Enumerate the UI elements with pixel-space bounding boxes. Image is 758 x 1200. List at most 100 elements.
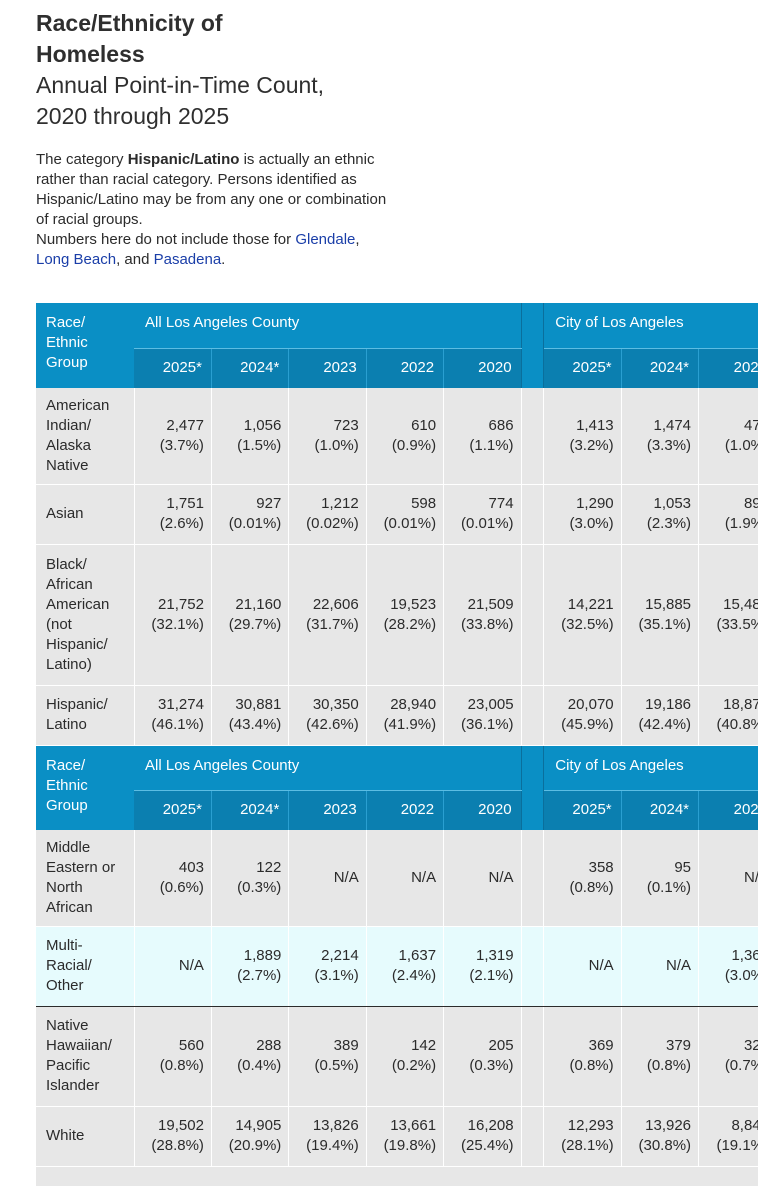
year-header-county: 2025*: [134, 348, 212, 388]
cell-percent: (28.1%): [561, 1137, 614, 1154]
table-cell: 323 (0.7%): [698, 1006, 758, 1107]
cell-value: 23,005: [467, 696, 514, 713]
data-table-scroll[interactable]: Race/ Ethnic Group All Los Angeles County…: [36, 303, 758, 1192]
cell-percent: (0.8%): [569, 1057, 614, 1074]
cell-value: 19,186: [645, 696, 692, 713]
cell-value: 369: [588, 1037, 614, 1054]
cell-value: 1,413: [576, 416, 614, 434]
row-group-label: White: [36, 1106, 135, 1167]
table-cell: 475 (1.0%): [698, 388, 758, 485]
cell-percent: (0.9%): [391, 436, 437, 454]
table-row: White 19,502 (28.8%) 14,905 (20.9%) 13,826 (19…: [36, 1106, 758, 1167]
column-gap: [520, 388, 544, 485]
table-cell: 95 (0.1%): [620, 830, 699, 927]
cell-percent: (46.1%): [151, 716, 204, 733]
glendale-link[interactable]: Glendale: [295, 231, 356, 248]
table-cell: 12,293 (28.1%): [543, 1106, 622, 1167]
table-cell: 1,319 (2.1%): [443, 925, 522, 1007]
cell-percent: (3.2%): [569, 436, 614, 454]
cell-value: N/A: [588, 957, 614, 974]
cell-value: 122: [256, 858, 282, 876]
cell-value: 28,940: [390, 696, 437, 713]
table-cell: 774 (0.01%): [443, 484, 522, 545]
cell-value: 13,826: [312, 1117, 359, 1134]
cell-value: 15,885: [645, 595, 692, 613]
table-cell: 15,485 (33.5%): [698, 544, 758, 686]
cell-percent: (2.1%): [469, 967, 514, 984]
table-cell: 2,477 (3.7%): [133, 388, 212, 485]
cell-value: 1,751: [166, 495, 204, 512]
cell-value: 1,637: [398, 947, 437, 964]
cell-percent: (3.3%): [646, 436, 692, 454]
table-cell: 403 (0.6%): [133, 830, 212, 927]
cell-value: 15,485: [723, 595, 758, 613]
table-cell: 16,208 (25.4%): [443, 1106, 522, 1167]
cell-percent: (29.7%): [228, 615, 282, 633]
table-cell: 1,056 (1.5%): [210, 388, 289, 485]
table-row: Multi- Racial/ Other N/A 1,889 (2.7%) 2,214 (…: [36, 925, 758, 1007]
table-cell: 205 (0.3%): [443, 1006, 522, 1107]
cell-percent: (41.9%): [383, 716, 437, 733]
group-column-header: Race/ Ethnic Group: [36, 745, 135, 830]
table-cell: 560 (0.8%): [133, 1006, 212, 1107]
cell-value: 2,214: [321, 947, 359, 964]
group-column-header: Race/ Ethnic Group: [36, 303, 135, 388]
table-cell: 1,413 (3.2%): [543, 388, 622, 485]
table-cell: 896 (1.9%): [698, 484, 758, 545]
year-header-county: 2024*: [210, 348, 289, 388]
cell-value: 19,502: [158, 1117, 204, 1134]
cell-value: 723: [333, 416, 359, 434]
table-row: Hispanic/ Latino 31,274 (46.1%) 30,881 (43.4…: [36, 685, 758, 746]
cell-percent: (19.1%): [716, 1137, 758, 1154]
table-cell: 1,290 (3.0%): [543, 484, 622, 545]
cell-percent: (35.1%): [638, 615, 692, 633]
cell-percent: (28.2%): [383, 615, 437, 633]
row-group-label: Asian: [36, 484, 135, 545]
table-cell: 1,751 (2.6%): [133, 484, 212, 545]
table-cell: N/A: [133, 925, 212, 1007]
cell-percent: (30.8%): [638, 1137, 692, 1154]
table-row: Native Hawaiian/ Pacific Islander 560 (0.8…: [36, 1006, 758, 1107]
cell-percent: (2.7%): [237, 967, 282, 984]
cell-value: 16,208: [467, 1117, 514, 1134]
cell-percent: (0.01%): [228, 515, 282, 532]
cell-percent: (0.1%): [646, 878, 692, 896]
region-header-county: All Los Angeles County: [134, 745, 522, 791]
cell-value: 598: [411, 495, 437, 512]
year-header-city: 2025*: [543, 790, 622, 830]
cell-value: N/A: [333, 868, 359, 886]
region-header-city: City of Los Angeles: [543, 745, 758, 791]
page-subtitle: Annual Point-in-Time Count, 2020 through…: [36, 70, 396, 132]
cell-percent: (42.4%): [638, 716, 692, 733]
cell-value: N/A: [666, 957, 692, 974]
cell-percent: (43.4%): [228, 716, 282, 733]
table-cell: 30,881 (43.4%): [210, 685, 289, 746]
cell-percent: (3.0%): [569, 515, 614, 532]
cell-value: 30,350: [312, 696, 359, 713]
cell-percent: (0.6%): [159, 878, 204, 896]
cell-value: 1,056: [243, 416, 282, 434]
cell-percent: (20.9%): [228, 1137, 282, 1154]
long-beach-link[interactable]: Long Beach: [36, 251, 117, 268]
cell-percent: (0.5%): [314, 1057, 359, 1074]
column-gap: [520, 1106, 544, 1167]
cell-value: 1,290: [576, 495, 614, 512]
table-cell: 2,214 (3.1%): [288, 925, 367, 1007]
cell-value: 1,474: [653, 416, 692, 434]
cell-percent: (1.9%): [724, 515, 758, 532]
cell-value: 686: [488, 416, 514, 434]
cell-percent: (3.1%): [314, 967, 359, 984]
note-p2-suffix: .: [221, 251, 226, 268]
table-cell: 23,005 (36.1%): [443, 685, 522, 746]
cell-value: 560: [178, 1037, 204, 1054]
table-cell: 19,523 (28.2%): [365, 544, 444, 686]
row-group-label: Hispanic/ Latino: [36, 685, 135, 746]
cell-percent: (0.01%): [383, 515, 437, 532]
table-cell: 14,221 (32.5%): [543, 544, 622, 686]
cell-value: 142: [411, 1037, 437, 1054]
cell-value: N/A: [488, 868, 514, 886]
column-gap: [520, 830, 544, 927]
pasadena-link[interactable]: Pasadena: [153, 251, 222, 268]
cell-percent: (0.2%): [391, 1057, 437, 1074]
note-p1-suffix: is actually an ethnic rather than racial…: [36, 151, 387, 228]
